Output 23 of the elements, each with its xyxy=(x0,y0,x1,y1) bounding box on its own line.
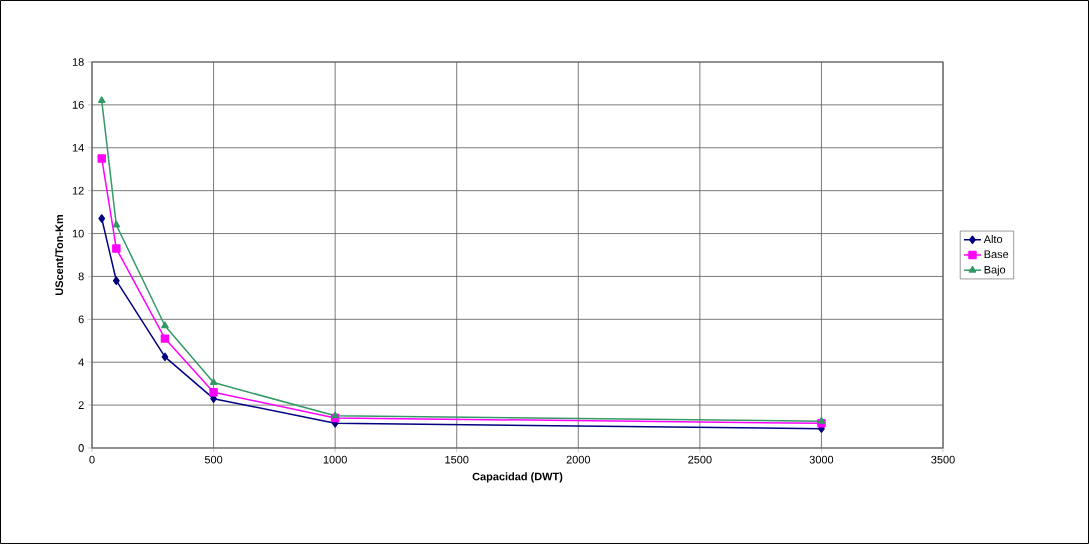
legend-label: Alto xyxy=(983,235,1003,244)
x-tick-label: 500 xyxy=(204,455,223,464)
y-axis-title: UScent/Ton-Km xyxy=(55,214,64,296)
x-tick-label: 3000 xyxy=(809,455,834,464)
x-tick-label: 1500 xyxy=(445,455,469,464)
x-tick-label: 2000 xyxy=(566,455,591,464)
x-tick-label: 1000 xyxy=(323,455,347,464)
y-tick-label: 2 xyxy=(78,401,84,409)
x-tick-label: 0 xyxy=(89,455,95,464)
legend-label: Bajo xyxy=(984,265,1006,276)
x-axis-title: Capacidad (DWT) xyxy=(472,472,563,483)
y-tick-label: 18 xyxy=(72,58,84,66)
y-tick-label: 6 xyxy=(78,315,84,324)
y-tick-label: 14 xyxy=(72,144,84,152)
x-tick-label: 2500 xyxy=(688,455,712,464)
x-tick-label: 3500 xyxy=(931,455,955,464)
legend-label: Base xyxy=(984,250,1009,259)
y-tick-label: 4 xyxy=(78,358,84,366)
y-tick-label: 12 xyxy=(72,186,84,195)
y-tick-label: 16 xyxy=(72,101,84,109)
y-tick-label: 0 xyxy=(78,444,84,452)
y-tick-label: 8 xyxy=(78,272,84,281)
y-tick-label: 10 xyxy=(72,229,84,238)
